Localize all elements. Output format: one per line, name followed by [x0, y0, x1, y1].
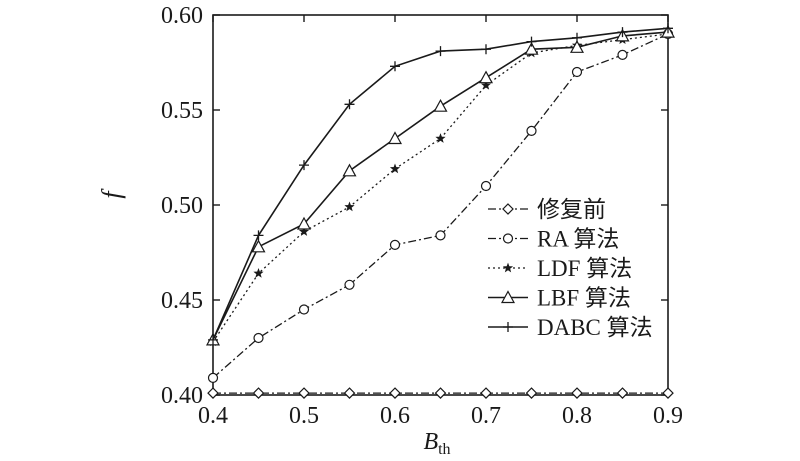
series-2	[207, 28, 674, 383]
legend-item: 修复前	[488, 197, 606, 222]
data-point	[253, 230, 264, 241]
data-point	[480, 79, 492, 90]
legend-label: RA 算法	[537, 227, 619, 252]
legend-item: LDF 算法	[488, 256, 632, 281]
data-point	[298, 226, 310, 236]
series-1	[207, 387, 674, 399]
legend-label: 修复前	[537, 197, 606, 222]
data-point	[343, 387, 356, 399]
data-point	[526, 125, 537, 136]
data-point	[344, 279, 355, 290]
series-4	[205, 24, 676, 346]
x-tick-label: 0.8	[562, 403, 592, 429]
y-axis-label: f	[97, 188, 126, 199]
data-point	[617, 27, 628, 38]
data-point	[435, 46, 446, 57]
data-point	[569, 40, 585, 53]
legend-marker	[502, 233, 514, 244]
data-point	[253, 268, 264, 278]
data-point	[207, 387, 219, 399]
x-axis-label-subscript: th	[438, 441, 450, 458]
legend-marker	[503, 322, 513, 332]
data-point	[663, 23, 673, 34]
x-axis-label: Bth	[423, 429, 450, 458]
y-tick-label: 0.55	[161, 98, 203, 124]
data-point	[390, 61, 400, 72]
data-point	[572, 32, 582, 43]
data-point	[435, 133, 446, 143]
data-point	[344, 99, 355, 110]
legend: 修复前 RA 算法 LDF 算法 LBF 算法 DABC 算法	[488, 197, 653, 340]
data-point	[616, 387, 629, 399]
data-point	[387, 131, 403, 145]
legend-label: LDF 算法	[537, 256, 632, 281]
data-point	[208, 334, 218, 345]
data-point	[524, 41, 539, 55]
x-tick-label: 0.4	[198, 403, 228, 429]
data-point	[433, 98, 448, 112]
data-point	[251, 239, 266, 253]
data-point	[526, 36, 537, 47]
legend-item: RA 算法	[488, 227, 619, 252]
data-point	[481, 44, 491, 55]
x-tick-label: 0.6	[380, 403, 410, 429]
legend-label: LBF 算法	[537, 286, 631, 311]
data-point	[525, 387, 538, 399]
data-point	[571, 66, 583, 78]
data-point	[342, 163, 357, 177]
y-tick-label: 0.40	[161, 383, 203, 409]
data-point	[435, 230, 446, 241]
y-tick-label: 0.45	[161, 288, 203, 314]
y-tick-label: 0.50	[161, 193, 203, 219]
data-point	[298, 304, 310, 315]
data-point	[344, 201, 355, 212]
data-point	[389, 163, 401, 174]
legend-marker	[500, 290, 516, 304]
legend-item: LBF 算法	[488, 286, 631, 311]
data-point	[253, 332, 264, 344]
series-layer	[205, 23, 676, 399]
data-point	[480, 387, 492, 399]
legend-item: DABC 算法	[488, 315, 653, 340]
data-point	[252, 387, 265, 399]
x-axis: 0.4 0.5 0.6 0.7 0.8 0.9	[198, 15, 683, 429]
data-point	[296, 216, 312, 230]
y-tick-label: 0.60	[161, 3, 203, 29]
x-tick-label: 0.7	[471, 403, 501, 429]
x-tick-label: 0.9	[653, 403, 683, 429]
data-point	[389, 239, 401, 250]
legend-marker	[502, 262, 514, 273]
legend-marker	[502, 203, 514, 215]
data-point	[434, 387, 447, 399]
x-axis-label-main: B	[423, 429, 438, 455]
data-point	[389, 387, 401, 399]
data-point	[571, 387, 583, 399]
data-point	[617, 49, 628, 61]
y-axis: 0.40 0.45 0.50 0.55 0.60	[161, 3, 668, 409]
data-point	[662, 387, 674, 399]
x-tick-label: 0.5	[289, 403, 319, 429]
data-point	[480, 180, 492, 192]
data-point	[207, 372, 219, 383]
legend-label: DABC 算法	[537, 315, 653, 340]
series-5	[208, 23, 673, 345]
data-point	[299, 160, 309, 171]
data-point	[298, 387, 310, 399]
data-point	[478, 70, 494, 84]
